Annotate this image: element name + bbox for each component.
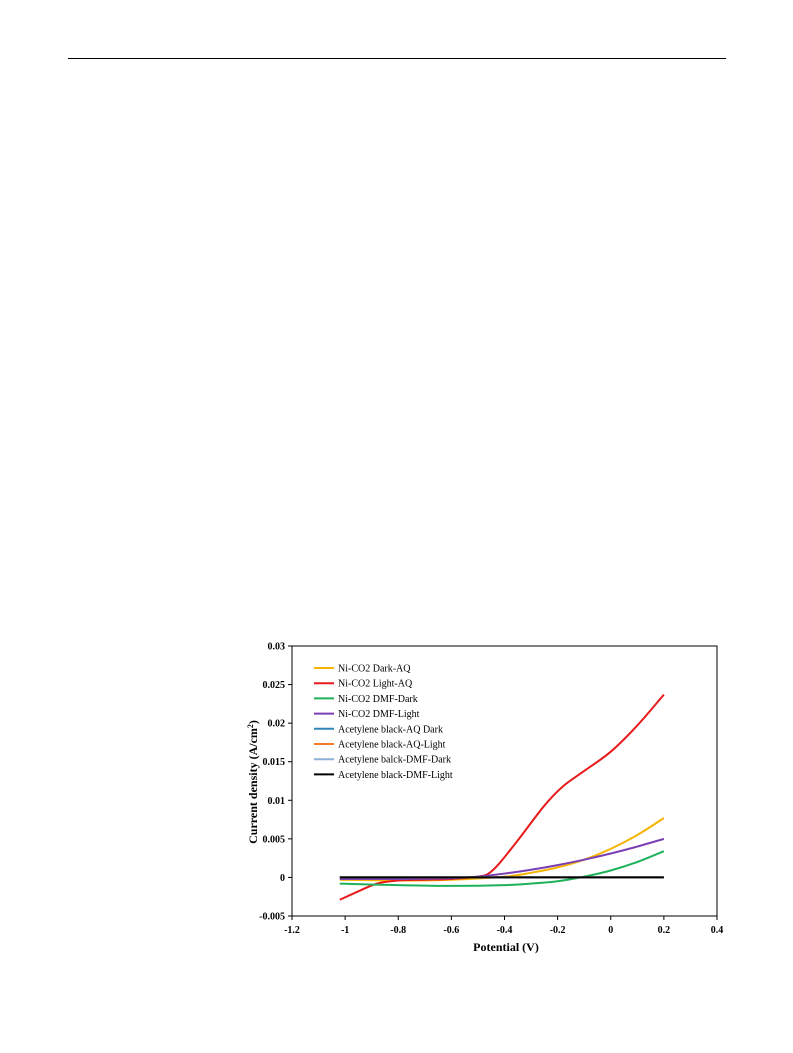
legend: Ni-CO2 Dark-AQ Ni-CO2 Light-AQ Ni-CO2 DMF-…: [314, 664, 453, 781]
legend-label: Acetylene black-AQ-Light: [338, 740, 446, 751]
series-group: [339, 693, 665, 901]
y-tick-label: 0.02: [268, 719, 286, 730]
x-tick-label: -0.4: [497, 925, 513, 936]
legend-label: Ni-CO2 DMF-Dark: [338, 694, 418, 705]
series-line-1: [339, 693, 665, 901]
x-tick-label: -0.6: [443, 925, 459, 936]
y-tick-label: 0: [280, 873, 285, 884]
y-tick-label: 0.015: [263, 757, 286, 768]
y-tick-label: 0.005: [263, 834, 286, 845]
y-tick-label: -0.005: [259, 912, 285, 923]
legend-label: Ni-CO2 Dark-AQ: [338, 664, 411, 675]
legend-label: Ni-CO2 Light-AQ: [338, 679, 413, 690]
plot-area: [291, 645, 718, 917]
series-line-3: [339, 837, 665, 881]
x-tick-label: -1.2: [284, 925, 300, 936]
x-tick-label: 0: [608, 925, 613, 936]
x-tick-label: 0.2: [658, 925, 671, 936]
legend-label: Ni-CO2 DMF-Light: [338, 709, 420, 720]
legend-label: Acetylene balck-DMF-Dark: [338, 755, 451, 766]
y-tick-label: 0.01: [268, 796, 286, 807]
x-tick-label: -0.2: [550, 925, 566, 936]
x-axis-title: Potential (V): [473, 940, 539, 954]
axes-group: -1.2 -1 -0.8 -0.6 -0.4 -0.2 0 0.2 0.4 -0.005 0 0.00…: [259, 642, 723, 937]
y-tick-label: 0.03: [268, 642, 286, 653]
x-tick-label: -0.8: [390, 925, 406, 936]
y-tick-label: 0.025: [263, 680, 286, 691]
y-axis-title: Current density (A/cm2): [246, 720, 260, 844]
legend-label: Acetylene black-AQ Dark: [338, 724, 443, 735]
legend-label: Acetylene black-DMF-Light: [338, 770, 453, 781]
page-header-rule: [68, 58, 726, 59]
plot-frame: [291, 645, 718, 917]
x-tick-label: -1: [341, 925, 349, 936]
series-line-2: [339, 850, 665, 887]
x-tick-label: 0.4: [711, 925, 724, 936]
